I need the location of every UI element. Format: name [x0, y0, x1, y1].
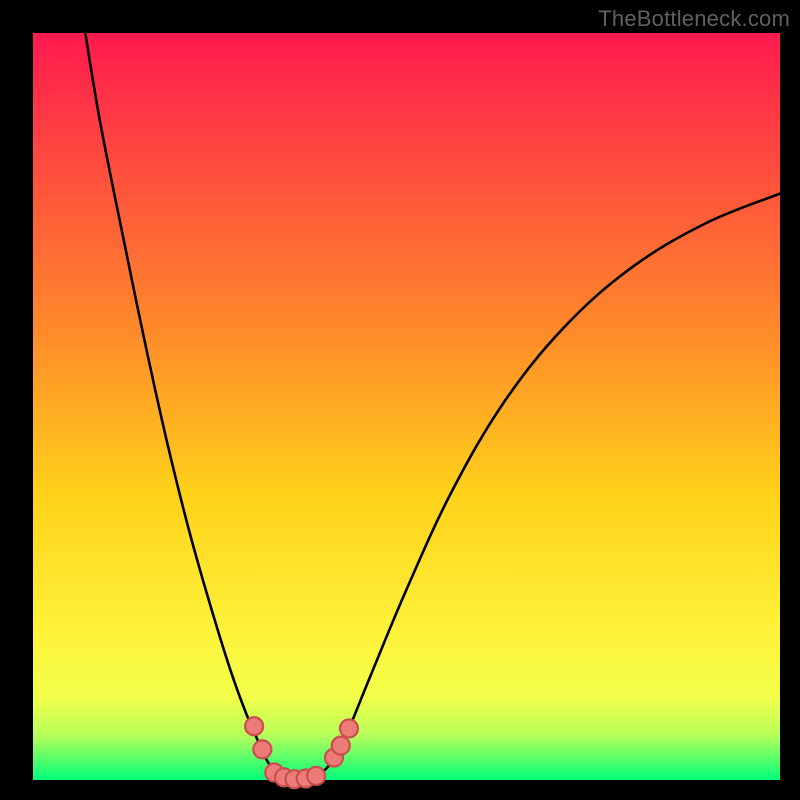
chart-plot-area	[33, 33, 780, 780]
marker-point	[307, 767, 325, 785]
curve-left-branch	[85, 33, 294, 779]
marker-point	[245, 717, 263, 735]
marker-point	[253, 740, 271, 758]
marker-point	[332, 737, 350, 755]
chart-svg-layer	[33, 33, 780, 780]
marker-point	[340, 719, 358, 737]
curve-right-branch	[294, 194, 780, 780]
watermark-text: TheBottleneck.com	[598, 6, 790, 32]
